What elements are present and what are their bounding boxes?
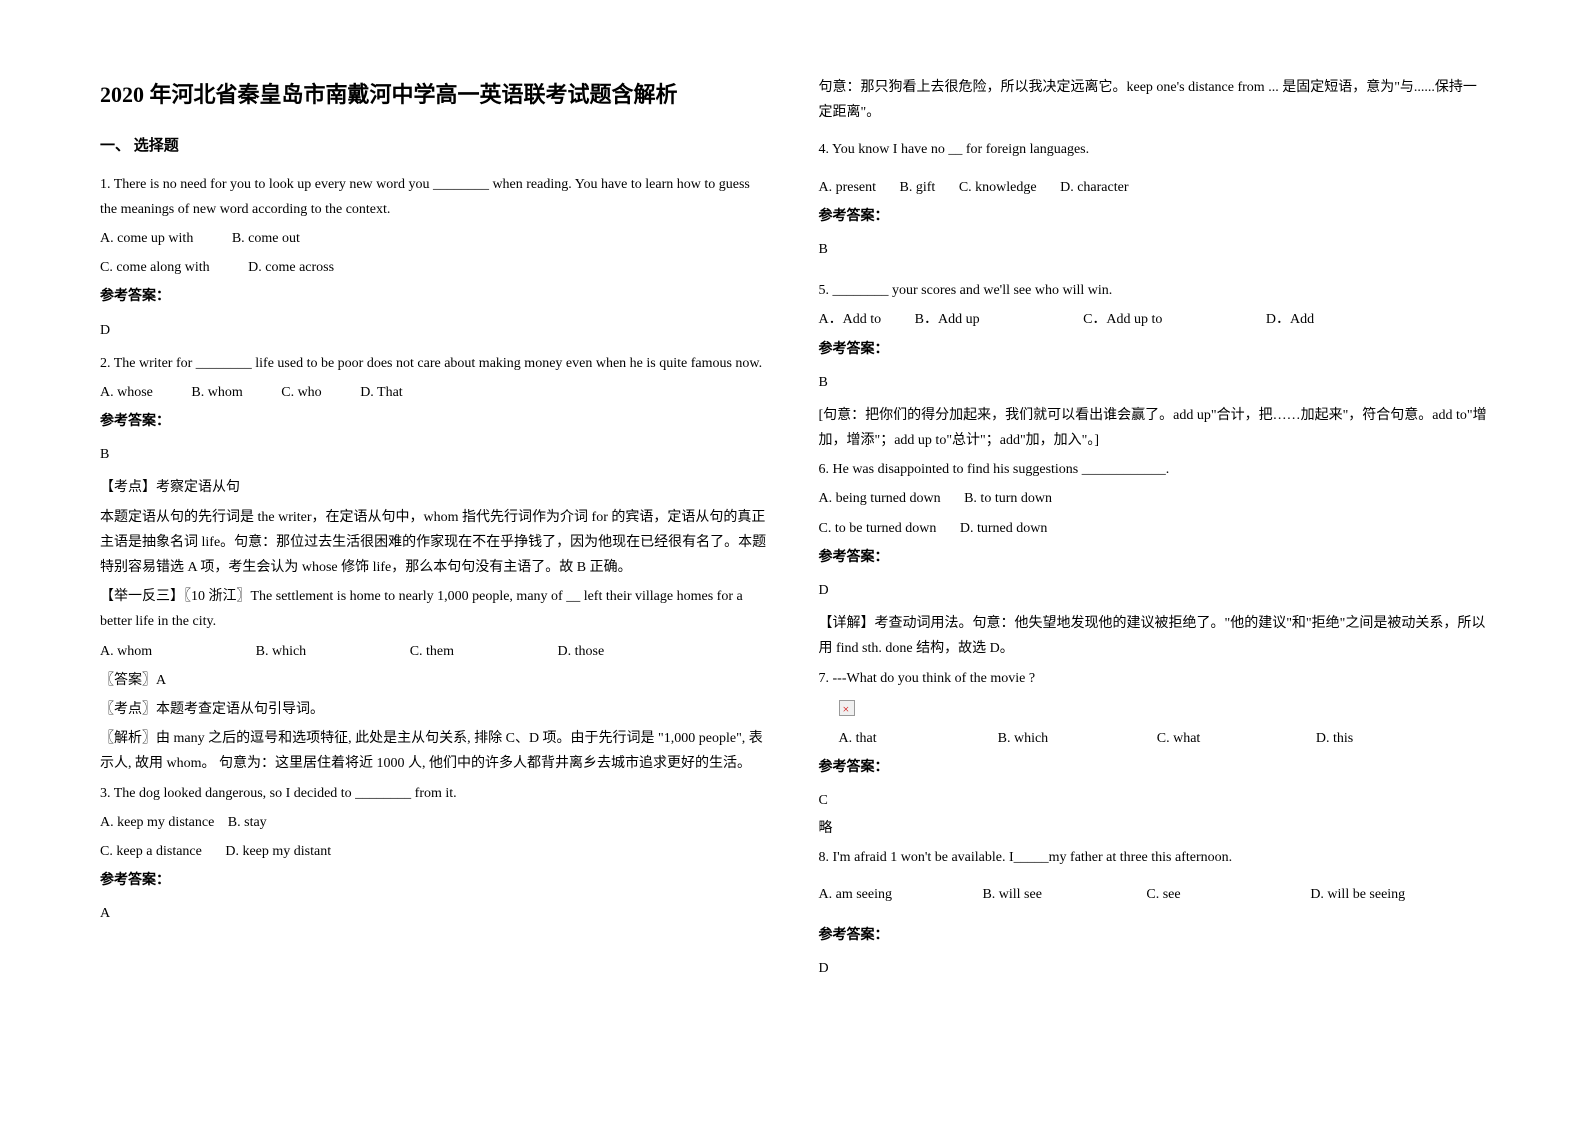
q2-sub-optA: A. whom bbox=[100, 639, 152, 664]
q3-options-row1: A. keep my distance B. stay bbox=[100, 810, 769, 835]
q4-optC: C. knowledge bbox=[959, 175, 1037, 200]
q5-exp: [句意：把你们的得分加起来，我们就可以看出谁会赢了。add up"合计，把……加… bbox=[819, 403, 1488, 453]
q6-optC: C. to be turned down bbox=[819, 516, 937, 541]
q2-sub-optD: D. those bbox=[558, 644, 605, 659]
q3-optC: C. keep a distance bbox=[100, 839, 202, 864]
q8-optA: A. am seeing bbox=[819, 882, 979, 907]
q2-exp1: 【考点】考察定语从句 bbox=[100, 475, 769, 500]
q7-optD: D. this bbox=[1316, 726, 1472, 751]
q3-exp: 句意：那只狗看上去很危险，所以我决定远离它。keep one's distanc… bbox=[819, 75, 1488, 125]
q7-optC: C. what bbox=[1157, 726, 1313, 751]
q6-optB: B. to turn down bbox=[964, 486, 1052, 511]
q1-options-row2: C. come along with D. come across bbox=[100, 255, 769, 280]
q6-answer-label: 参考答案： bbox=[819, 545, 1488, 570]
q8-optC: C. see bbox=[1146, 882, 1306, 907]
q3-answer-label: 参考答案： bbox=[100, 868, 769, 893]
right-column: 句意：那只狗看上去很危险，所以我决定远离它。keep one's distanc… bbox=[819, 75, 1488, 1047]
q4-optB: B. gift bbox=[900, 175, 936, 200]
q7-options: A. that B. which C. what D. this bbox=[819, 726, 1488, 751]
q1-optB: B. come out bbox=[232, 226, 300, 251]
q1-answer: D bbox=[100, 318, 769, 343]
q2-exp5: 〖解析〗由 many 之后的逗号和选项特征, 此处是主从句关系, 排除 C、D … bbox=[100, 726, 769, 776]
q5-options: A．Add to B．Add up C．Add up to D．Add bbox=[819, 307, 1488, 332]
q7-optB: B. which bbox=[998, 726, 1154, 751]
q2-exp3: 【举一反三】〖10 浙江〗The settlement is home to n… bbox=[100, 584, 769, 634]
q1-text: 1. There is no need for you to look up e… bbox=[100, 172, 769, 222]
q2-sub-optB: B. which bbox=[256, 639, 307, 664]
q2-sub-options: A. whom B. which C. them D. those bbox=[100, 639, 769, 664]
q5-optC: C．Add up to bbox=[1083, 307, 1162, 332]
q6-options-row2: C. to be turned down D. turned down bbox=[819, 516, 1488, 541]
q8-optB: B. will see bbox=[982, 882, 1142, 907]
q8-optD: D. will be seeing bbox=[1310, 882, 1470, 907]
q2-exp4: 〖考点〗本题考查定语从句引导词。 bbox=[100, 697, 769, 722]
q8-text: 8. I'm afraid 1 won't be available. I___… bbox=[819, 845, 1488, 870]
q7-answer: C bbox=[819, 788, 1488, 813]
q7-broken-image-row bbox=[819, 695, 1488, 720]
q8-options: A. am seeing B. will see C. see D. will … bbox=[819, 882, 1488, 907]
page-title: 2020 年河北省秦皇岛市南戴河中学高一英语联考试题含解析 bbox=[100, 75, 769, 115]
q2-answer-label: 参考答案： bbox=[100, 409, 769, 434]
q6-optA: A. being turned down bbox=[819, 486, 941, 511]
q3-optB: B. stay bbox=[228, 810, 267, 835]
q3-text: 3. The dog looked dangerous, so I decide… bbox=[100, 781, 769, 806]
q1-options-row1: A. come up with B. come out bbox=[100, 226, 769, 251]
q3-options-row2: C. keep a distance D. keep my distant bbox=[100, 839, 769, 864]
q7-optA: A. that bbox=[839, 726, 995, 751]
q7-text: 7. ---What do you think of the movie ? bbox=[819, 666, 1488, 691]
q4-optA: A. present bbox=[819, 175, 877, 200]
q3-optD: D. keep my distant bbox=[225, 839, 331, 864]
q1-optD: D. come across bbox=[248, 255, 334, 280]
q3-optA: A. keep my distance bbox=[100, 810, 214, 835]
q6-exp: 【详解】考查动词用法。句意：他失望地发现他的建议被拒绝了。"他的建议"和"拒绝"… bbox=[819, 611, 1488, 661]
q2-text: 2. The writer for ________ life used to … bbox=[100, 351, 769, 376]
q5-answer: B bbox=[819, 370, 1488, 395]
q5-answer-label: 参考答案： bbox=[819, 337, 1488, 362]
broken-image-icon bbox=[839, 700, 855, 716]
q4-answer: B bbox=[819, 237, 1488, 262]
q4-options: A. present B. gift C. knowledge D. chara… bbox=[819, 175, 1488, 200]
q2-sub-optC: C. them bbox=[410, 639, 454, 664]
q5-optD: D．Add bbox=[1266, 307, 1314, 332]
q6-optD: D. turned down bbox=[960, 516, 1048, 541]
q6-text: 6. He was disappointed to find his sugge… bbox=[819, 457, 1488, 482]
q4-answer-label: 参考答案： bbox=[819, 204, 1488, 229]
q2-answer: B bbox=[100, 442, 769, 467]
q1-answer-label: 参考答案： bbox=[100, 284, 769, 309]
q2-options: A. whose B. whom C. who D. That bbox=[100, 380, 769, 405]
q5-text: 5. ________ your scores and we'll see wh… bbox=[819, 278, 1488, 303]
q1-optA: A. come up with bbox=[100, 226, 193, 251]
q8-answer-label: 参考答案： bbox=[819, 923, 1488, 948]
q6-answer: D bbox=[819, 578, 1488, 603]
q4-text: 4. You know I have no __ for foreign lan… bbox=[819, 137, 1488, 162]
q2-optA: A. whose bbox=[100, 380, 153, 405]
q7-exp: 略 bbox=[819, 816, 1488, 841]
left-column: 2020 年河北省秦皇岛市南戴河中学高一英语联考试题含解析 一、 选择题 1. … bbox=[100, 75, 769, 1047]
q2-sub-answer: 〖答案〗A bbox=[100, 668, 769, 693]
q7-answer-label: 参考答案： bbox=[819, 755, 1488, 780]
q3-answer: A bbox=[100, 901, 769, 926]
q8-answer: D bbox=[819, 956, 1488, 981]
q5-optA: A．Add to bbox=[819, 307, 882, 332]
section-heading: 一、 选择题 bbox=[100, 133, 769, 160]
q2-optD: D. That bbox=[360, 380, 403, 405]
q2-optC: C. who bbox=[281, 380, 321, 405]
q2-exp2: 本题定语从句的先行词是 the writer，在定语从句中，whom 指代先行词… bbox=[100, 505, 769, 581]
q2-optB: B. whom bbox=[191, 380, 242, 405]
q5-optB: B．Add up bbox=[915, 307, 980, 332]
q1-optC: C. come along with bbox=[100, 255, 210, 280]
q6-options-row1: A. being turned down B. to turn down bbox=[819, 486, 1488, 511]
q4-optD: D. character bbox=[1060, 175, 1128, 200]
